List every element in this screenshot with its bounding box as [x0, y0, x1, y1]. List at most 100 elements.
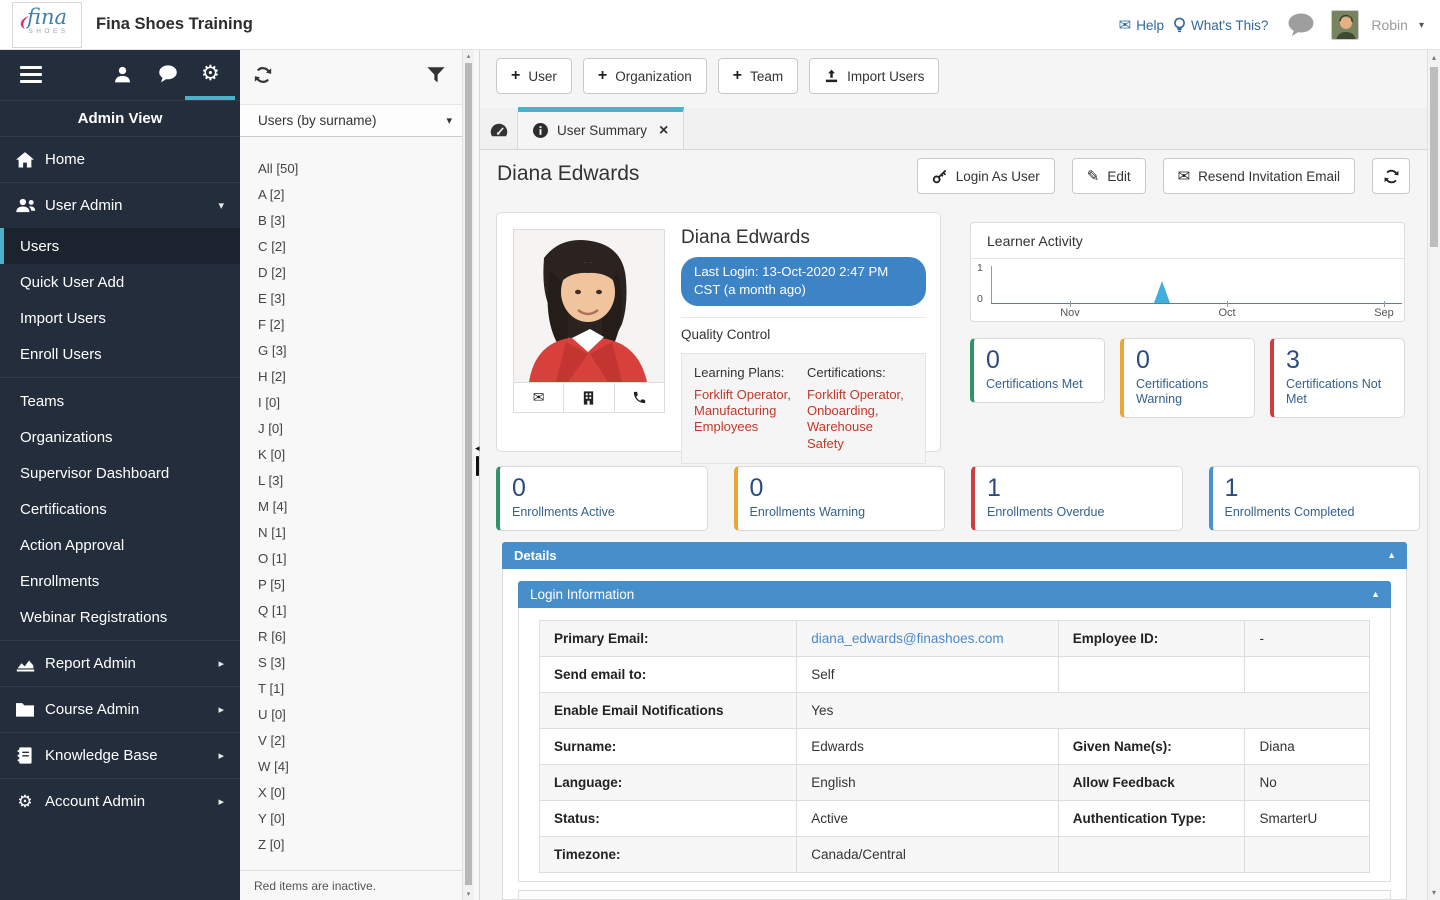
scroll-down-icon[interactable]: ▾: [1428, 888, 1440, 897]
refresh-page-button[interactable]: [1372, 158, 1410, 194]
collapse-up-icon[interactable]: ▲: [1387, 542, 1396, 569]
details-panel-header[interactable]: Details ▲: [502, 542, 1407, 569]
sidebar-item-quick-user-add[interactable]: Quick User Add: [0, 264, 240, 300]
whats-this-link[interactable]: What's This?: [1173, 17, 1268, 34]
sidebar-item-enroll-users[interactable]: Enroll Users: [0, 336, 240, 372]
letter-filter-item[interactable]: R [6]: [258, 624, 462, 650]
sidebar-item-teams[interactable]: Teams: [0, 383, 240, 419]
users-mode-icon[interactable]: [112, 64, 133, 85]
sidebar-item-enrollments[interactable]: Enrollments: [0, 563, 240, 599]
details-panel-body: Login Information ▲ Primary Email: diana…: [502, 569, 1407, 900]
profile-information-header[interactable]: Profile Information ▼: [518, 890, 1391, 900]
letter-filter-item[interactable]: O [1]: [258, 546, 462, 572]
sidebar-item-knowledge-base[interactable]: Knowledge Base ▸: [0, 732, 240, 778]
letter-filter-item[interactable]: V [2]: [258, 728, 462, 754]
letter-filter-item[interactable]: U [0]: [258, 702, 462, 728]
upload-icon: [824, 69, 839, 84]
letter-filter-item[interactable]: D [2]: [258, 260, 462, 286]
sidebar-item-home[interactable]: Home: [0, 136, 240, 182]
sidebar-item-certifications[interactable]: Certifications: [0, 491, 240, 527]
scroll-up-icon[interactable]: ▴: [1428, 53, 1440, 62]
login-information-header[interactable]: Login Information ▲: [518, 581, 1391, 608]
letter-filter-item[interactable]: E [3]: [258, 286, 462, 312]
import-users-button[interactable]: Import Users: [809, 58, 939, 94]
letter-filter-item[interactable]: All [50]: [258, 156, 462, 182]
letter-filter-item[interactable]: A [2]: [258, 182, 462, 208]
letter-filter-item[interactable]: N [1]: [258, 520, 462, 546]
tab-user-summary[interactable]: User Summary ×: [518, 107, 684, 149]
letters-scrollbar[interactable]: ▴ ▾: [462, 50, 474, 900]
tab-dashboard[interactable]: [480, 112, 518, 149]
add-organization-button[interactable]: +Organization: [583, 58, 707, 94]
panel-collapse-handle[interactable]: ◂: [475, 444, 480, 476]
sidebar-item-import-users[interactable]: Import Users: [0, 300, 240, 336]
filter-icon[interactable]: [427, 66, 445, 84]
close-icon[interactable]: ×: [659, 122, 668, 140]
letter-filter-item[interactable]: T [1]: [258, 676, 462, 702]
sidebar-item-user-admin[interactable]: User Admin ▾: [0, 182, 240, 228]
login-as-user-button[interactable]: Login As User: [917, 158, 1055, 194]
letter-filter-item[interactable]: W [4]: [258, 754, 462, 780]
letter-filter-item[interactable]: Q [1]: [258, 598, 462, 624]
add-team-button[interactable]: +Team: [718, 58, 798, 94]
letter-filter-item[interactable]: X [0]: [258, 780, 462, 806]
sidebar-item-users[interactable]: Users: [0, 228, 240, 264]
scroll-down-icon[interactable]: ▾: [463, 890, 474, 898]
letter-filter-item[interactable]: J [0]: [258, 416, 462, 442]
menu-toggle-icon[interactable]: [20, 66, 42, 87]
sidebar-item-supervisor-dashboard[interactable]: Supervisor Dashboard: [0, 455, 240, 491]
letter-filter-item[interactable]: I [0]: [258, 390, 462, 416]
letter-filter-item[interactable]: M [4]: [258, 494, 462, 520]
username-label: Robin: [1371, 17, 1408, 33]
book-icon: [14, 747, 36, 764]
x-tick-label: Oct: [1210, 307, 1244, 319]
sidebar-item-course-admin[interactable]: Course Admin ▸: [0, 686, 240, 732]
organization-contact-button[interactable]: [564, 383, 614, 412]
letter-filter-item[interactable]: K [0]: [258, 442, 462, 468]
certification-link[interactable]: Warehouse Safety: [807, 419, 913, 452]
user-menu-caret-icon[interactable]: ▾: [1419, 20, 1424, 31]
letter-filter-item[interactable]: F [2]: [258, 312, 462, 338]
refresh-icon[interactable]: [253, 65, 273, 85]
letter-filter-item[interactable]: B [3]: [258, 208, 462, 234]
user-sort-select[interactable]: Users (by surname) ▾: [240, 104, 462, 137]
collapse-down-icon[interactable]: ▼: [1370, 891, 1379, 900]
letter-filter-item[interactable]: L [3]: [258, 468, 462, 494]
collapse-up-icon[interactable]: ▲: [1371, 581, 1380, 608]
main-scrollbar[interactable]: ▴ ▾: [1427, 50, 1440, 900]
scroll-up-icon[interactable]: ▴: [463, 52, 474, 60]
letter-filter-item[interactable]: S [3]: [258, 650, 462, 676]
user-avatar[interactable]: [1331, 10, 1359, 40]
learning-plans-label: Learning Plans:: [694, 365, 795, 380]
letter-filter-item[interactable]: G [3]: [258, 338, 462, 364]
letter-filter-item[interactable]: P [5]: [258, 572, 462, 598]
resend-invitation-button[interactable]: ✉ Resend Invitation Email: [1163, 158, 1355, 194]
app-window: fina SHOES Fina Shoes Training ✉ Help Wh…: [0, 0, 1440, 900]
email-contact-button[interactable]: ✉: [514, 383, 564, 412]
letter-filter-item[interactable]: C [2]: [258, 234, 462, 260]
sidebar-item-webinar-registrations[interactable]: Webinar Registrations: [0, 599, 240, 635]
caret-down-icon: ▾: [218, 199, 224, 212]
certification-link[interactable]: Forklift Operator: [807, 387, 913, 403]
messages-mode-icon[interactable]: [157, 64, 179, 85]
sidebar-item-action-approval[interactable]: Action Approval: [0, 527, 240, 563]
add-user-button[interactable]: +User: [496, 58, 572, 94]
sidebar-item-account-admin[interactable]: ⚙ Account Admin ▸: [0, 778, 240, 824]
primary-email-link[interactable]: diana_edwards@finashoes.com: [811, 631, 1003, 646]
learning-plan-link[interactable]: Manufacturing Employees: [694, 403, 795, 436]
chat-bubble-icon[interactable]: [1287, 13, 1316, 37]
learning-plan-link[interactable]: Forklift Operator: [694, 387, 795, 403]
stat-label: Certifications Not Met: [1286, 377, 1392, 407]
letter-filter-item[interactable]: H [2]: [258, 364, 462, 390]
help-link[interactable]: ✉ Help: [1119, 16, 1164, 34]
settings-mode-icon[interactable]: ⚙: [201, 61, 220, 87]
stat-value: 1: [1225, 473, 1408, 504]
letter-filter-item[interactable]: Z [0]: [258, 832, 462, 858]
sidebar-item-report-admin[interactable]: Report Admin ▸: [0, 640, 240, 686]
phone-contact-button[interactable]: [615, 383, 664, 412]
sidebar-item-organizations[interactable]: Organizations: [0, 419, 240, 455]
edit-button[interactable]: ✎ Edit: [1072, 158, 1146, 194]
brand-logo[interactable]: fina SHOES: [12, 2, 82, 48]
certification-link[interactable]: Onboarding: [807, 403, 913, 419]
letter-filter-item[interactable]: Y [0]: [258, 806, 462, 832]
